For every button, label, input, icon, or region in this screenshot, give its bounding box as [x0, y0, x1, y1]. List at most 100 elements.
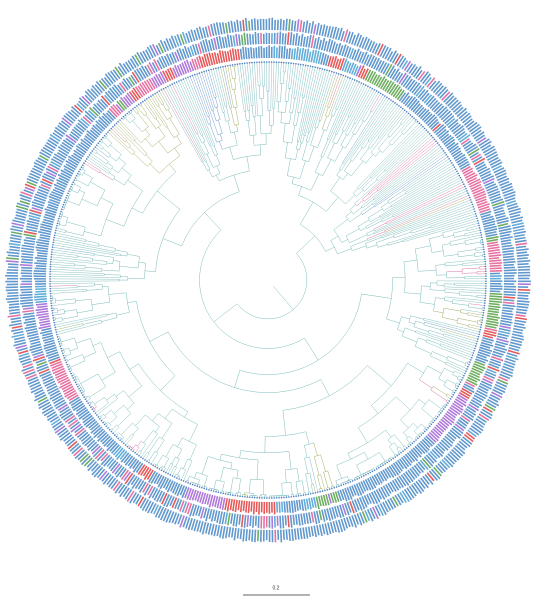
leaf-label-band [404, 96, 414, 107]
leaf-tip [194, 484, 196, 487]
leaf-label-band [67, 440, 78, 450]
branch [450, 242, 466, 246]
leaf-label-band [473, 157, 486, 166]
leaf-label-band [168, 53, 175, 64]
branch-arc [172, 408, 198, 425]
leaf-label-band [485, 230, 497, 235]
leaf-tip [79, 168, 81, 171]
leaf-label-band [369, 507, 376, 520]
branch [337, 78, 351, 110]
leaf-label-band [328, 40, 334, 53]
branch [51, 254, 78, 258]
leaf-tip [124, 114, 127, 116]
leaf-label-band [165, 38, 172, 50]
leaf-tip [182, 78, 185, 80]
leaf-tip [328, 488, 331, 490]
branch [192, 75, 208, 117]
branch [50, 271, 105, 274]
leaf-label-band [83, 416, 95, 426]
leaf-label-band [15, 344, 27, 350]
leaf-label-band [278, 45, 281, 59]
leaf-label-band [42, 175, 54, 183]
leaf-label-band [84, 110, 96, 121]
branch [121, 167, 132, 176]
branch-arc [327, 138, 329, 141]
leaf-label-band [6, 257, 19, 260]
leaf-tip [210, 489, 213, 492]
branch [50, 261, 75, 264]
branch [149, 331, 169, 342]
leaf-label-band [492, 350, 504, 356]
leaf-label-band [71, 400, 83, 409]
branch [465, 232, 481, 237]
leaf-label-band [184, 487, 190, 499]
leaf-label-band [112, 481, 121, 492]
leaf-label-band [8, 305, 20, 309]
branch [89, 386, 106, 398]
leaf-label-band [499, 373, 511, 380]
branch [435, 297, 445, 299]
leaf-label-band [38, 315, 50, 319]
leaf-label-band [341, 58, 348, 72]
leaf-label-band [193, 29, 199, 41]
leaf-label-band [462, 385, 475, 394]
leaf-label-band [467, 177, 477, 184]
leaf-tip [398, 104, 400, 107]
leaf-label-band [468, 403, 480, 412]
leaf-label-band [69, 442, 80, 452]
leaf-label-band [111, 463, 121, 474]
branch [423, 324, 441, 330]
leaf-label-band [69, 421, 80, 430]
leaf-label-band [159, 491, 166, 503]
leaf-tip [309, 65, 312, 67]
branch [386, 186, 465, 224]
leaf-tip [231, 494, 234, 496]
leaf-tip [432, 136, 434, 139]
leaf-tip [481, 241, 484, 243]
branch [54, 237, 99, 247]
branch [410, 315, 424, 320]
leaf-label-band [176, 64, 183, 76]
leaf-label-band [229, 35, 234, 47]
branch [444, 292, 460, 294]
leaf-label-band [353, 499, 360, 511]
leaf-tip [436, 415, 439, 418]
branch [452, 374, 459, 378]
leaf-label-band [76, 429, 87, 439]
leaf-label-band [425, 114, 436, 125]
branch [109, 130, 129, 149]
leaf-tip [215, 490, 217, 493]
leaf-tip [49, 273, 51, 275]
leaf-label-band [332, 521, 337, 533]
branch [341, 239, 348, 243]
branch [430, 213, 476, 229]
branch [74, 375, 77, 377]
leaf-label-band [8, 242, 21, 246]
leaf-label-band [499, 230, 512, 235]
leaf-label-band [360, 68, 366, 79]
leaf-label-band [7, 314, 21, 318]
leaf-label-band [488, 307, 500, 311]
leaf-tip [70, 372, 72, 375]
leaf-label-band [11, 333, 25, 338]
leaf-tip [241, 495, 244, 498]
branch-arc [170, 462, 174, 465]
leaf-label-band [43, 344, 57, 350]
leaf-label-band [427, 433, 437, 443]
branch [426, 339, 441, 345]
leaf-label-band [286, 32, 290, 45]
branch [433, 310, 444, 314]
branch [304, 337, 319, 361]
branch-arc [225, 120, 230, 122]
leaf-label-band [36, 361, 47, 367]
leaf-label-band [196, 520, 202, 532]
leaf-label-band [46, 382, 57, 390]
branch [50, 276, 121, 278]
branch [145, 154, 153, 162]
leaf-label-band [511, 333, 524, 338]
leaf-label-band [380, 486, 388, 498]
leaf-label-band [496, 217, 509, 222]
leaf-label-band [243, 32, 247, 46]
branch [201, 134, 206, 142]
